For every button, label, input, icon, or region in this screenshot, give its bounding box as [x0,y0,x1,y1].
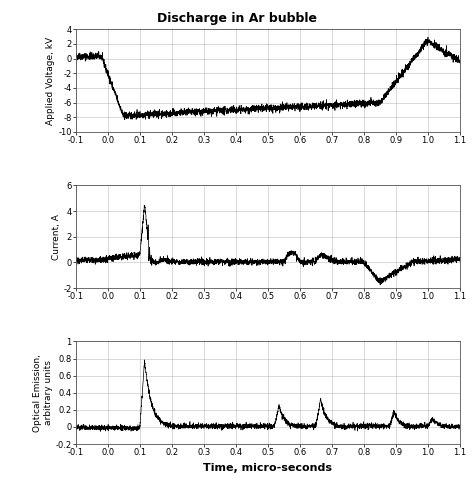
Y-axis label: Applied Voltage, kV: Applied Voltage, kV [46,37,55,124]
Y-axis label: Optical Emission,
arbitrary units: Optical Emission, arbitrary units [33,354,53,432]
X-axis label: Time, micro-seconds: Time, micro-seconds [203,463,332,473]
Y-axis label: Current, A: Current, A [52,214,61,260]
Text: Discharge in Ar bubble: Discharge in Ar bubble [157,12,317,25]
